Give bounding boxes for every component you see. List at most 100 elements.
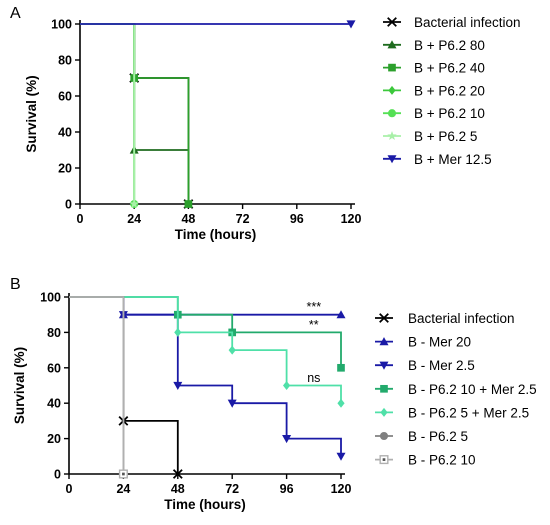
legend-item: B + P6.2 10 [383, 106, 485, 121]
legend-label: B - Mer 2.5 [408, 358, 475, 373]
y-axis-title: Survival (%) [24, 75, 39, 152]
legend-marker [387, 17, 397, 27]
legend-item: Bacterial infection [383, 15, 521, 30]
legend-label: B - Mer 20 [408, 335, 471, 350]
legend-label: B + P6.2 5 [414, 129, 477, 144]
series-line [69, 296, 125, 474]
y-tick-label: 0 [65, 198, 72, 212]
series-5 [69, 296, 345, 408]
y-tick-label: 100 [40, 291, 61, 305]
series-3 [69, 296, 346, 461]
data-point [184, 200, 193, 208]
series-line [80, 23, 136, 204]
y-tick-label: 40 [58, 126, 72, 140]
data-point [337, 363, 345, 372]
y-tick-label: 80 [47, 326, 61, 340]
y-tick-label: 40 [47, 397, 61, 411]
data-point [173, 381, 183, 390]
legend-label: B + Mer 12.5 [414, 152, 492, 167]
x-axis-title: Time (hours) [175, 227, 257, 242]
legend-item: B + Mer 12.5 [383, 152, 492, 167]
legend-marker-center [382, 458, 386, 461]
legend-marker [379, 337, 389, 346]
legend-label: B - P6.2 10 [408, 453, 476, 468]
series-1 [80, 23, 194, 209]
series-4 [69, 296, 345, 372]
legend-marker [380, 407, 388, 417]
data-point [337, 398, 345, 408]
data-point-center [122, 472, 125, 476]
y-tick-label: 100 [51, 18, 72, 32]
series-3 [80, 23, 193, 208]
data-point [282, 435, 292, 444]
data-point [174, 327, 182, 337]
legend-marker [388, 63, 396, 72]
legend: Bacterial infection B + P6.2 80 B + P6.2 4… [383, 15, 521, 167]
series-7 [69, 296, 128, 479]
panel-letter: B [10, 276, 21, 293]
x-tick-label: 0 [77, 212, 84, 226]
legend-item: B - P6.2 5 + Mer 2.5 [375, 405, 529, 420]
y-tick-label: 80 [58, 54, 72, 68]
y-tick-label: 20 [47, 432, 61, 446]
data-point [228, 345, 236, 355]
legend-label: B + P6.2 10 [414, 106, 485, 121]
series-6 [69, 296, 128, 479]
y-tick-label: 20 [58, 162, 72, 176]
series-5 [80, 23, 139, 209]
data-point [172, 469, 183, 479]
data-point [336, 452, 346, 461]
x-tick-label: 48 [171, 482, 185, 496]
legend-item: B + P6.2 40 [383, 61, 485, 76]
legend-marker [379, 431, 389, 441]
legend-label: B + P6.2 80 [414, 38, 485, 53]
legend-label: Bacterial infection [408, 311, 515, 326]
significance-label: ns [307, 371, 320, 385]
y-tick-label: 0 [54, 468, 61, 482]
series-line [80, 23, 136, 204]
legend-label: B - P6.2 5 + Mer 2.5 [408, 405, 529, 420]
legend-item: B - P6.2 10 + Mer 2.5 [375, 382, 537, 397]
data-point [227, 399, 237, 408]
data-point [336, 310, 346, 319]
legend-item: B + P6.2 20 [383, 83, 485, 98]
legend-item: B + P6.2 80 [383, 38, 485, 53]
legend-marker [379, 361, 389, 370]
y-tick-label: 60 [47, 361, 61, 375]
legend-item: B + P6.2 5 [383, 129, 477, 144]
legend-label: B - P6.2 10 + Mer 2.5 [408, 382, 537, 397]
series-4 [80, 23, 138, 209]
legend: Bacterial infection B - Mer 20 B - Mer 2.5… [375, 311, 537, 468]
legend-marker [387, 40, 397, 49]
panel-letter: A [10, 5, 21, 22]
x-tick-label: 24 [116, 482, 130, 496]
series-2 [80, 23, 193, 208]
series-line [69, 296, 342, 457]
series-line [69, 296, 341, 316]
series-line [69, 296, 125, 474]
legend-marker [387, 131, 397, 141]
legend-label: B + P6.2 20 [414, 83, 485, 98]
legend-marker [387, 109, 397, 118]
legend-marker [387, 155, 397, 164]
x-tick-label: 120 [341, 212, 362, 226]
legend-marker [380, 384, 388, 393]
x-tick-label: 120 [331, 482, 352, 496]
legend-item: B - Mer 2.5 [375, 358, 475, 373]
x-tick-label: 0 [66, 482, 73, 496]
series-1 [69, 296, 183, 479]
x-tick-label: 72 [236, 212, 250, 226]
significance-label: ** [309, 318, 319, 332]
panel-B: B 0 20 40 60 80 100 0 24 48 72 96 120 Time (hours) Sur… [10, 276, 537, 512]
significance-label: *** [307, 300, 322, 314]
legend-label: B + P6.2 40 [414, 61, 485, 76]
x-tick-label: 24 [127, 212, 141, 226]
x-tick-label: 96 [280, 482, 294, 496]
y-tick-label: 60 [58, 90, 72, 104]
x-axis-title: Time (hours) [164, 497, 246, 512]
series-line [80, 23, 136, 204]
legend-label: B - P6.2 5 [408, 429, 468, 444]
series-6 [80, 23, 139, 209]
y-axis-title: Survival (%) [12, 347, 27, 424]
